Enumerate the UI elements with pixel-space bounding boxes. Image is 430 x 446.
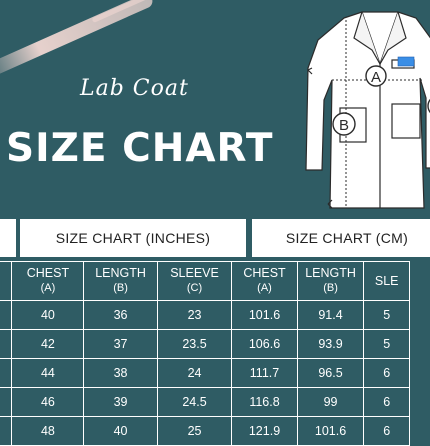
column-header xyxy=(0,261,13,301)
table-cell xyxy=(0,387,13,417)
column-sub: (B) xyxy=(113,282,128,294)
header-inches: SIZE CHART (INCHES) xyxy=(20,219,246,257)
column-name: SLEEVE xyxy=(170,266,219,280)
column-name: LENGTH xyxy=(95,266,146,280)
column-sub: (A) xyxy=(40,282,56,294)
column-name: LENGTH xyxy=(305,266,356,280)
table-cell xyxy=(0,416,13,446)
table-row: 44 38 24 111.7 96.5 6 xyxy=(0,358,410,388)
table-cell: 48 xyxy=(11,416,85,446)
table-cell: 93.9 xyxy=(296,329,365,359)
table-cell: 99 xyxy=(296,387,365,417)
table-cell: 25 xyxy=(156,416,233,446)
column-name: CHEST xyxy=(26,266,70,280)
column-sub: (B) xyxy=(323,282,338,294)
table-row: 48 40 25 121.9 101.6 6 xyxy=(0,416,410,446)
table-cell: 101.6 xyxy=(231,300,298,330)
table-cell: 24 xyxy=(156,358,233,388)
table-cell: 37 xyxy=(83,329,158,359)
table-cell xyxy=(0,329,13,359)
table-cell: 101.6 xyxy=(296,416,365,446)
table-cell: 6 xyxy=(363,358,410,388)
lab-coat-illustration: A B xyxy=(305,11,430,209)
column-header: LENGTH (B) xyxy=(83,261,158,301)
table-cell: 39 xyxy=(83,387,158,417)
table-cell: 46 xyxy=(11,387,85,417)
table-cell: 44 xyxy=(11,358,85,388)
column-header: CHEST (A) xyxy=(231,261,298,301)
lab-coat-script-title: Lab Coat xyxy=(80,76,189,101)
table-cell: 38 xyxy=(83,358,158,388)
table-header-row: CHEST (A) LENGTH (B) SLEEVE (C) CHEST (A) LENGTH… xyxy=(0,261,410,301)
header-left-cut xyxy=(0,219,16,257)
brush-stroke xyxy=(0,0,155,83)
column-sub: (A) xyxy=(257,282,272,294)
table-cell: 40 xyxy=(83,416,158,446)
table-cell: 6 xyxy=(363,387,410,417)
column-name: CHEST xyxy=(243,266,286,280)
table-cell: 106.6 xyxy=(231,329,298,359)
table-cell: 111.7 xyxy=(231,358,298,388)
size-table: CHEST (A) LENGTH (B) SLEEVE (C) CHEST (A) LENGTH… xyxy=(0,261,410,446)
column-sub: (C) xyxy=(186,282,203,294)
table-row: 42 37 23.5 106.6 93.9 5 xyxy=(0,329,410,359)
table-cell: 5 xyxy=(363,300,410,330)
table-cell xyxy=(0,300,13,330)
table-cell: 5 xyxy=(363,329,410,359)
table-cell: 24.5 xyxy=(156,387,233,417)
table-cell: 42 xyxy=(11,329,85,359)
table-cell xyxy=(0,358,13,388)
table-cell: 36 xyxy=(83,300,158,330)
table-cell: 6 xyxy=(363,416,410,446)
table-cell: 96.5 xyxy=(296,358,365,388)
table-cell: 121.9 xyxy=(231,416,298,446)
label-b: B xyxy=(339,117,349,134)
table-cell: 40 xyxy=(11,300,85,330)
size-chart-title: SIZE CHART xyxy=(6,126,274,171)
table-row: 40 36 23 101.6 91.4 5 xyxy=(0,300,410,330)
table-cell: 23 xyxy=(156,300,233,330)
header-cm: SIZE CHART (CM) xyxy=(252,219,430,257)
column-name: SLE xyxy=(374,273,399,288)
table-cell: 116.8 xyxy=(231,387,298,417)
table-cell: 23.5 xyxy=(156,329,233,359)
table-cell: 91.4 xyxy=(296,300,365,330)
label-a: A xyxy=(371,69,381,86)
column-header: CHEST (A) xyxy=(11,261,85,301)
column-header: LENGTH (B) xyxy=(296,261,365,301)
column-header: SLEEVE (C) xyxy=(156,261,233,301)
table-row: 46 39 24.5 116.8 99 6 xyxy=(0,387,410,417)
column-header: SLE xyxy=(363,261,410,301)
